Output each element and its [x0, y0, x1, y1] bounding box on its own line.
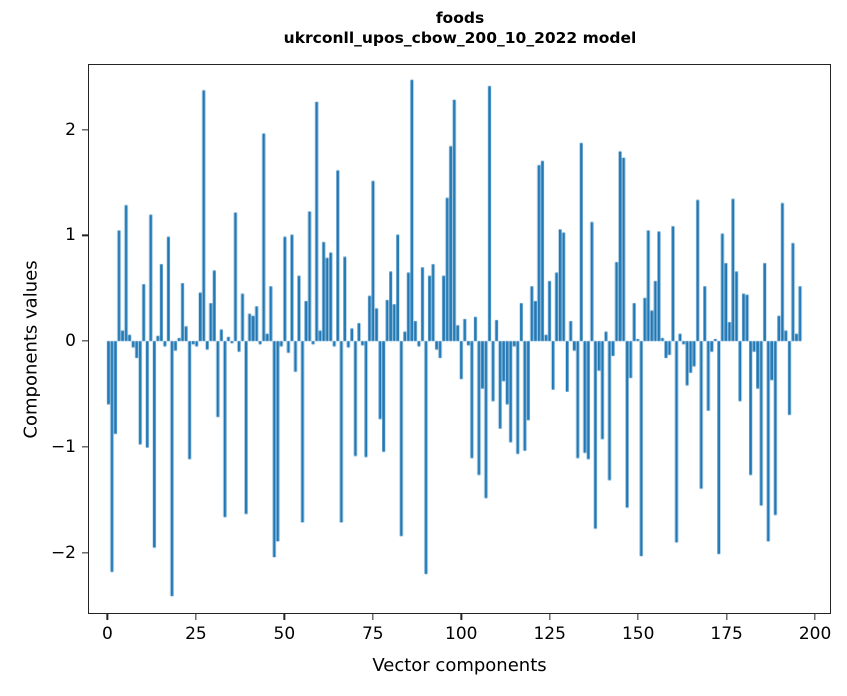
plot-area	[88, 64, 831, 614]
y-tick-label: −1	[50, 436, 76, 457]
x-tick-label: 75	[361, 624, 384, 644]
y-tick-mark	[82, 128, 88, 131]
x-tick-label: 25	[185, 624, 207, 644]
y-tick-mark	[82, 446, 88, 448]
x-tick-mark	[814, 614, 816, 620]
x-tick-label: 125	[533, 624, 566, 644]
y-tick-mark	[82, 551, 88, 554]
x-tick-label: 175	[710, 624, 743, 644]
x-tick-label: 150	[621, 624, 655, 644]
x-axis-label: Vector components	[372, 655, 547, 676]
y-tick-mark	[82, 340, 88, 342]
x-tick-label: 50	[273, 624, 296, 644]
x-tick-label: 0	[102, 624, 113, 644]
y-tick-label: 2	[65, 119, 76, 140]
x-tick-mark	[637, 614, 639, 620]
x-tick-mark	[372, 614, 374, 620]
x-tick-mark	[460, 614, 462, 620]
x-tick-label: 100	[445, 624, 478, 644]
y-axis-ticks: 2 1 0 −1 −2	[0, 0, 88, 696]
x-tick-mark	[725, 614, 728, 620]
y-tick-label: −2	[50, 542, 76, 563]
x-tick-label: 200	[798, 624, 832, 644]
chart-title: foods ukrconll_upos_cbow_200_10_2022 mod…	[88, 8, 832, 48]
y-tick-label: 0	[65, 331, 76, 352]
bar-series	[89, 65, 830, 613]
y-tick-mark	[82, 234, 88, 236]
x-tick-mark	[195, 614, 197, 620]
chart-title-line-2: ukrconll_upos_cbow_200_10_2022 model	[283, 29, 637, 47]
x-tick-mark	[106, 614, 109, 620]
x-tick-mark	[549, 614, 551, 620]
y-tick-label: 1	[65, 225, 76, 246]
chart-title-line-1: foods	[435, 9, 485, 27]
x-tick-mark	[283, 614, 286, 620]
